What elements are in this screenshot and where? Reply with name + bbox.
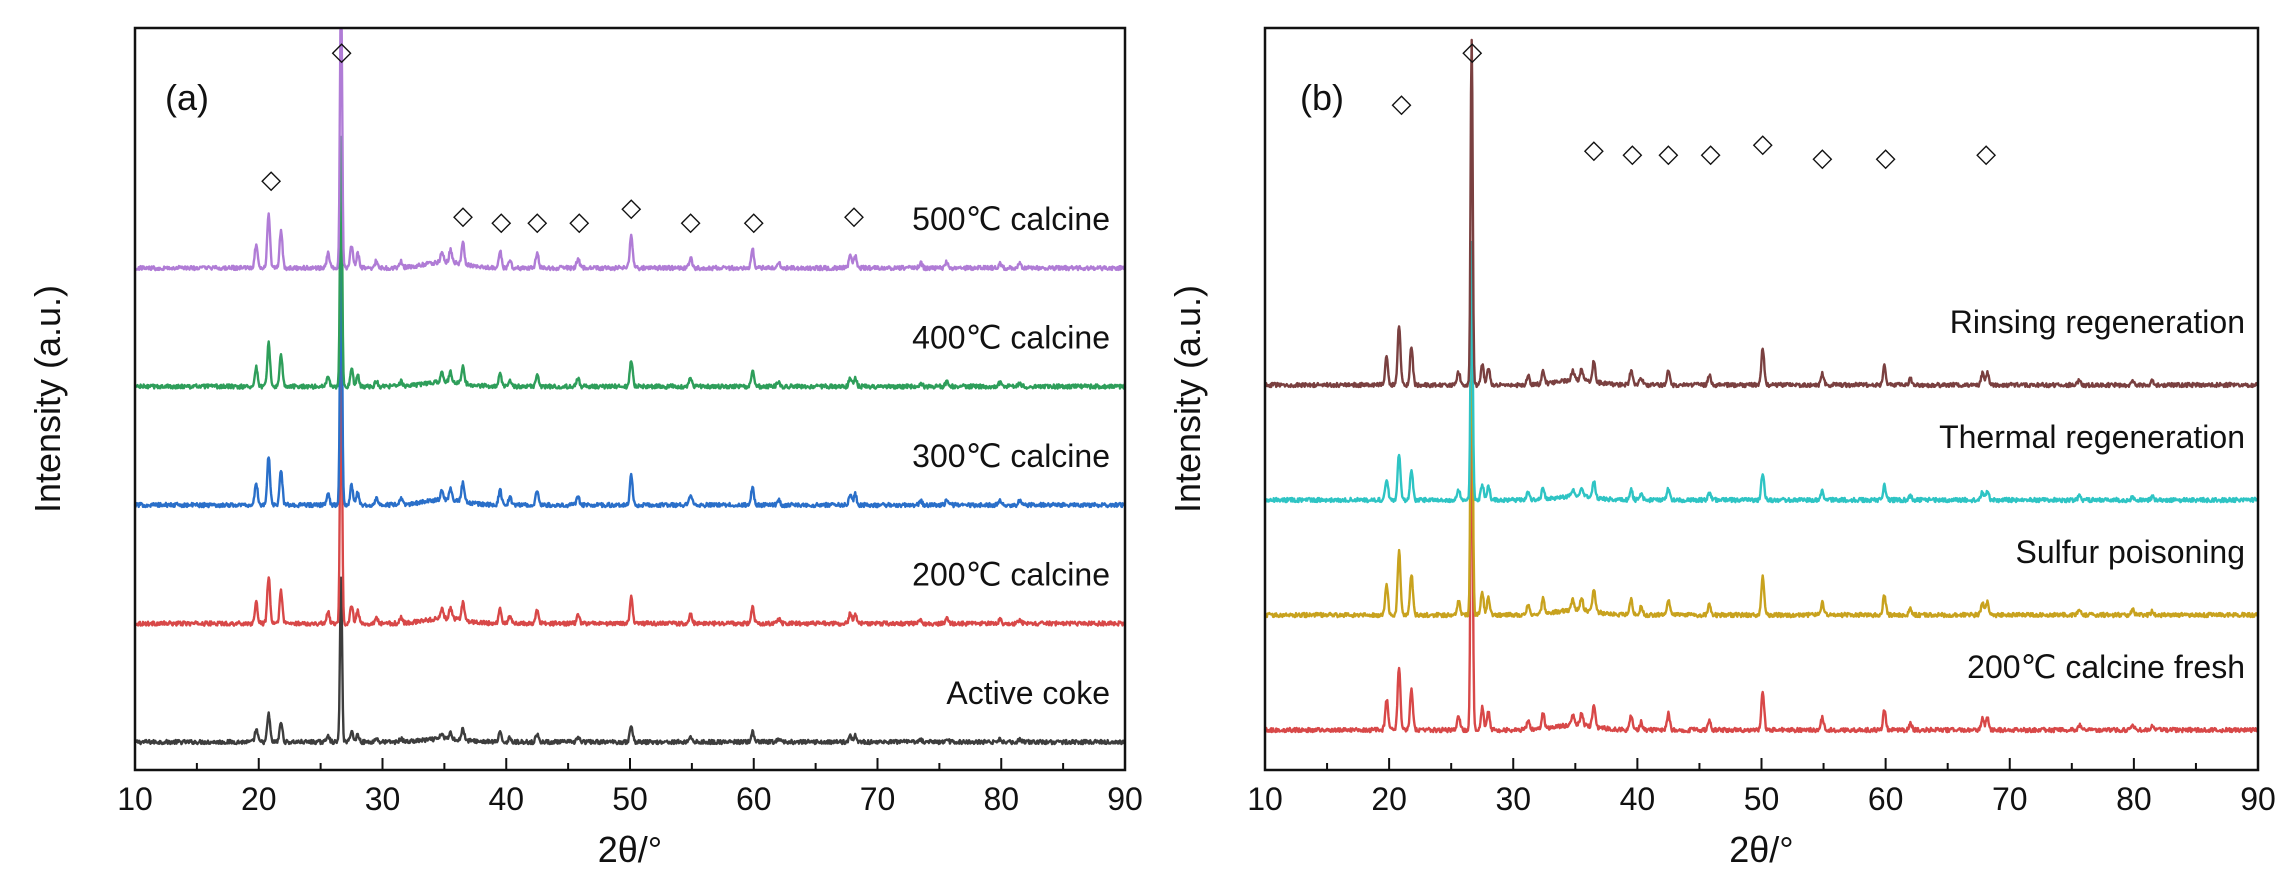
x-tick-label: 30 [365,781,401,817]
series-label: Thermal regeneration [1939,419,2245,455]
phase-marker: ◇ [621,193,641,223]
x-tick-label: 20 [241,781,277,817]
x-tick-label: 40 [488,781,524,817]
phase-marker: ◇ [453,201,473,231]
x-tick-label: 90 [2240,781,2276,817]
x-tick-label: 80 [983,781,1019,817]
series-label: 300℃ calcine [912,438,1110,474]
x-tick-label: 70 [1992,781,2028,817]
y-axis-title: Intensity (a.u.) [27,285,68,513]
series-label: 200℃ calcine fresh [1967,649,2245,685]
x-tick-label: 20 [1371,781,1407,817]
series-label: 500℃ calcine [912,201,1110,237]
x-tick-label: 40 [1620,781,1656,817]
y-axis-title: Intensity (a.u.) [1167,285,1208,513]
phase-marker: ◇ [1658,139,1678,169]
x-tick-label: 10 [1247,781,1283,817]
series-line-200-calcine-fresh [1263,360,2259,734]
x-axis-title: 2θ/° [1729,829,1793,870]
panel-b: 200℃ calcine fresh Sulfur poisoning Therma… [1167,26,2276,870]
series-line-rinsing-regeneration [1264,38,2259,389]
x-axis-title: 2θ/° [598,829,662,870]
x-tick-label: 60 [1868,781,1904,817]
phase-marker: ◇ [681,207,701,237]
series-label: Sulfur poisoning [2016,534,2245,570]
phase-marker: ◇ [1876,143,1896,173]
phase-marker: ◇ [527,207,547,237]
phase-marker: ◇ [1976,139,1996,169]
panel-a: Active coke 200℃ calcine 300℃ calcine 400℃ … [27,26,1143,870]
phase-marker: ◇ [1584,135,1604,165]
series-line-active-coke [133,576,1127,746]
series-line-300-calcine [133,223,1126,509]
series-line-500-calcine [133,28,1127,272]
x-tick-label: 30 [1495,781,1531,817]
phase-marker: ◇ [1753,129,1773,159]
series-label: 200℃ calcine [912,557,1110,593]
x-tick-label: 60 [736,781,772,817]
series-line-thermal-regeneration [1263,240,2259,504]
phase-marker: ◇ [744,207,764,237]
series-label: Active coke [946,675,1110,711]
series-line-200-calcine [134,358,1127,627]
phase-marker: ◇ [261,165,281,195]
series-label: Rinsing regeneration [1950,304,2245,340]
phase-marker: ◇ [1812,143,1832,173]
series-line-sulfur-poisoning [1264,248,2260,619]
x-tick-label: 10 [117,781,153,817]
phase-marker: ◇ [1701,139,1721,169]
phase-marker: ◇ [1622,139,1642,169]
series-line-400-calcine [134,135,1127,390]
phase-marker: ◇ [1392,89,1412,119]
phase-marker: ◇ [491,207,511,237]
phase-marker: ◇ [569,207,589,237]
x-tick-label: 50 [612,781,648,817]
x-tick-label: 70 [860,781,896,817]
plot-frame [133,26,1127,772]
x-tick-label: 90 [1107,781,1143,817]
series-label: 400℃ calcine [912,320,1110,356]
phase-marker: ◇ [844,201,864,231]
panel-label: (a) [165,77,209,118]
phase-marker: ◇ [332,37,352,67]
panel-label: (b) [1300,77,1344,118]
x-tick-label: 80 [2116,781,2152,817]
phase-marker: ◇ [1462,37,1482,67]
x-tick-label: 50 [1744,781,1780,817]
